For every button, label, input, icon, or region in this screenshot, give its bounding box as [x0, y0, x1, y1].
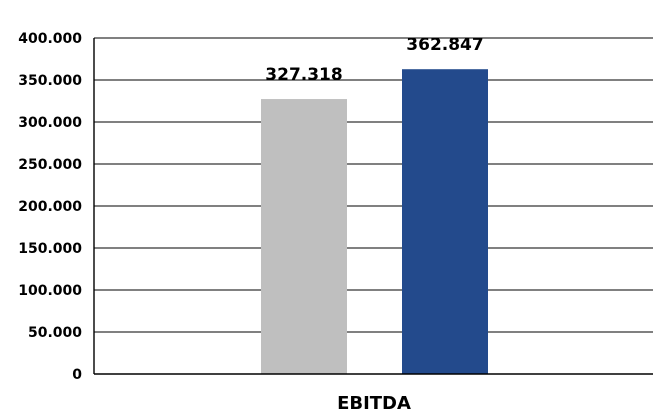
y-tick-label: 150.000 [18, 241, 82, 257]
y-tick-label: 350.000 [18, 73, 82, 89]
y-tick-label: 50.000 [28, 325, 82, 341]
y-tick-label: 100.000 [18, 283, 82, 299]
category-label: EBITDA [337, 393, 411, 414]
y-axis-tick-labels: 0 50.000 100.000 150.000 200.000 250.000 300.0… [18, 31, 82, 383]
y-tick-label: 200.000 [18, 199, 82, 215]
y-tick-label: 0 [72, 367, 82, 383]
data-label-series-2: 362.847 [406, 35, 483, 55]
y-tick-label: 250.000 [18, 157, 82, 173]
data-labels: 327.318 362.847 [265, 35, 483, 85]
bar-series-1 [261, 99, 347, 374]
data-label-series-1: 327.318 [265, 65, 342, 85]
y-tick-label: 300.000 [18, 115, 82, 131]
bar-series-2 [402, 69, 488, 374]
gridlines [94, 37, 653, 333]
bars [261, 69, 488, 374]
y-tick-label: 400.000 [18, 31, 82, 47]
